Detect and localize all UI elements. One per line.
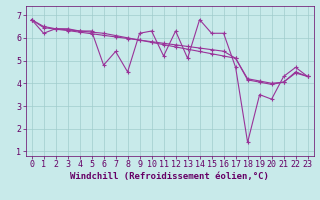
X-axis label: Windchill (Refroidissement éolien,°C): Windchill (Refroidissement éolien,°C) [70,172,269,181]
